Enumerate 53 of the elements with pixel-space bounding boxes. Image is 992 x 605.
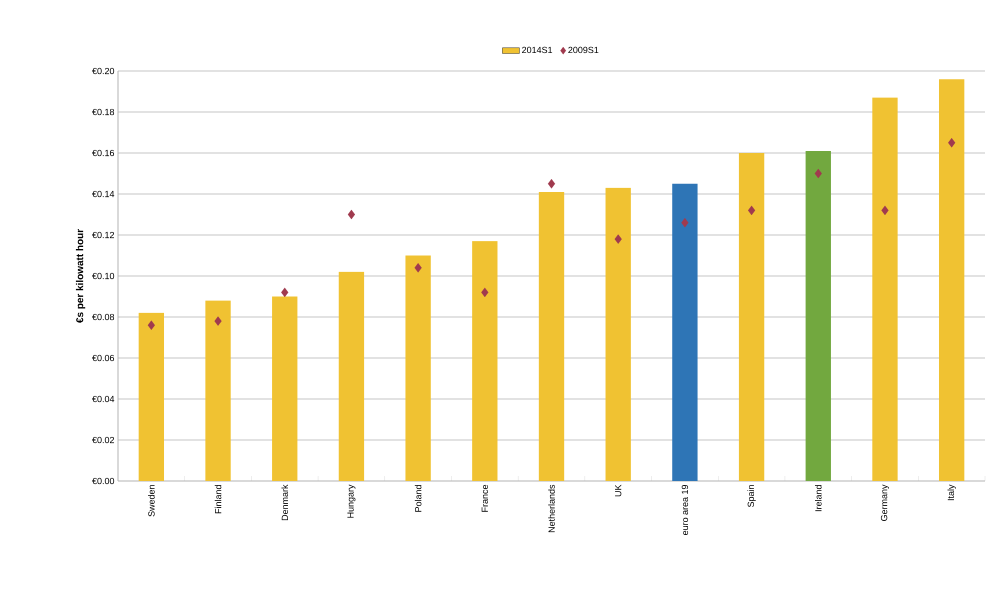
y-tick-label: €0.00 [92, 478, 114, 484]
x-tick-label: Italy [947, 484, 956, 500]
point [748, 206, 756, 216]
x-tick-label: Germany [880, 484, 890, 521]
y-tick-label: €0.12 [92, 232, 114, 238]
legend-label: 2014S1 [522, 46, 552, 54]
x-tick-label: Hungary [347, 484, 356, 518]
bar [872, 98, 898, 481]
y-tick-label: €0.16 [92, 150, 114, 156]
bar [606, 188, 631, 481]
bar [738, 152, 764, 481]
point [281, 288, 288, 298]
x-tick-label: Spain [747, 485, 756, 508]
point [814, 168, 822, 178]
point [681, 218, 689, 228]
y-axis-title: €s per kilowatt hour [76, 229, 86, 324]
bar [272, 296, 298, 481]
y-tick-label: €0.18 [92, 108, 114, 116]
point [614, 234, 622, 244]
y-tick-label: €0.04 [92, 396, 114, 402]
x-tick-label: Poland [414, 485, 422, 512]
x-tick-label: Sweden [148, 485, 155, 517]
x-tick-label: UK [615, 484, 622, 496]
point [214, 316, 222, 326]
x-tick-label: Ireland [814, 485, 822, 512]
point [414, 263, 422, 273]
legend-label: 2009S1 [568, 46, 598, 54]
point [881, 206, 889, 216]
point [348, 210, 356, 220]
x-tick-label: Finland [214, 485, 222, 514]
point [481, 288, 488, 298]
x-tick-label: Denmark [281, 484, 288, 520]
bar [338, 272, 364, 481]
bar [405, 255, 431, 481]
x-tick-label: euro area 19 [682, 484, 688, 535]
y-tick-label: €0.20 [92, 68, 114, 74]
y-tick-label: €0.10 [92, 272, 114, 280]
y-tick-label: €0.14 [92, 190, 114, 198]
bar [806, 150, 831, 481]
point [948, 138, 956, 148]
y-tick-label: €0.06 [92, 354, 114, 362]
bar [938, 79, 964, 481]
y-tick-label: €0.02 [92, 436, 114, 444]
bar [138, 312, 164, 481]
x-tick-label: France [482, 484, 488, 512]
y-tick-label: €0.08 [92, 314, 114, 320]
x-tick-label: Netherlands [548, 484, 555, 532]
bar [472, 241, 498, 481]
bar [672, 184, 698, 481]
bar [538, 192, 564, 481]
bar [205, 300, 231, 481]
point [548, 178, 556, 189]
point [148, 320, 155, 330]
